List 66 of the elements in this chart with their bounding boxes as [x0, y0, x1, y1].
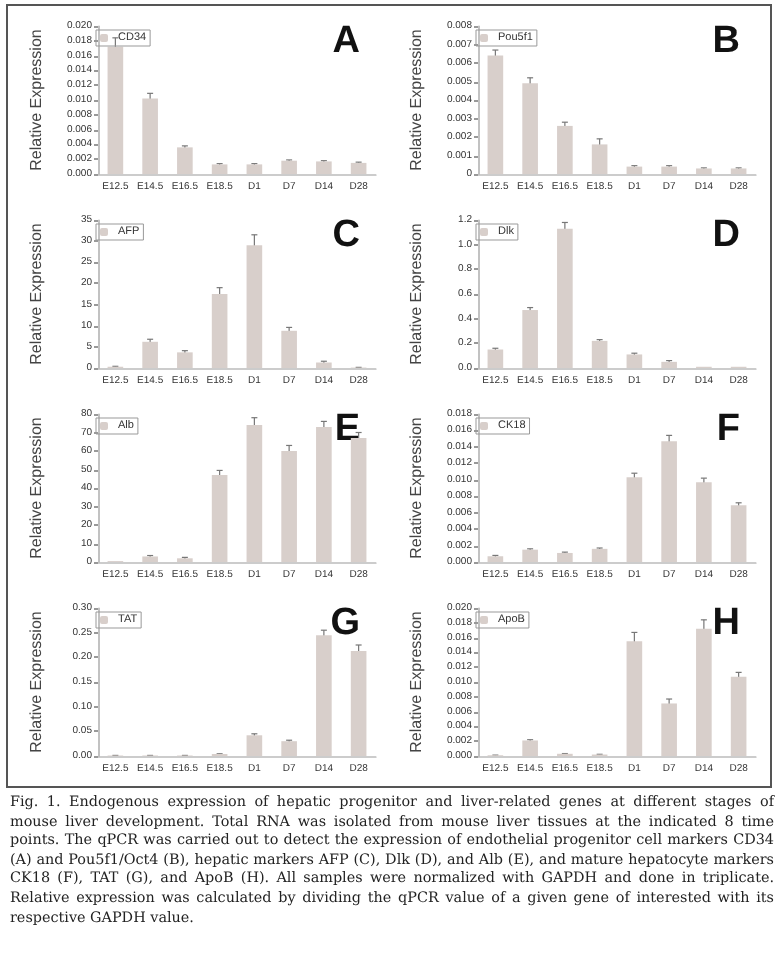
y-axis-title: Relative Expression: [407, 611, 425, 753]
bar: [626, 166, 643, 174]
bar: [626, 477, 643, 562]
annotation: A: [332, 20, 361, 62]
bar: [487, 55, 504, 174]
bar: [487, 349, 504, 368]
y-axis-title: Relative Expression: [27, 29, 45, 171]
bar: [177, 352, 193, 368]
bar: [487, 556, 504, 562]
annotation: H: [712, 602, 741, 644]
y-axis-title: Relative Expression: [27, 611, 45, 753]
y-axis-title: Relative Expression: [27, 223, 45, 365]
bar: [246, 164, 263, 174]
bar: [730, 505, 747, 562]
bar: [661, 703, 677, 756]
bar: [142, 341, 158, 368]
bar: [142, 98, 158, 174]
bar: [522, 549, 538, 562]
bar: [522, 310, 538, 368]
bar: [661, 441, 677, 562]
annotation: G: [330, 602, 360, 644]
bar: [661, 166, 677, 174]
bar: [107, 46, 124, 174]
bar: [246, 425, 263, 562]
bar: [316, 635, 332, 756]
bar: [316, 362, 332, 368]
bar: [350, 438, 367, 562]
annotation: C: [332, 214, 361, 256]
bar: [557, 552, 573, 562]
y-axis-title: Relative Expression: [407, 29, 425, 171]
bar: [142, 556, 158, 562]
bar: [350, 650, 367, 756]
bar: [246, 245, 263, 368]
bar: [730, 676, 747, 756]
bar: [591, 144, 608, 174]
bar: [626, 354, 643, 368]
bar: [626, 641, 643, 756]
bar: [211, 475, 228, 562]
bar: [211, 294, 228, 368]
bar: [350, 162, 367, 174]
bar: [281, 330, 297, 368]
y-axis-title: Relative Expression: [407, 223, 425, 365]
bar: [522, 740, 538, 756]
bar: [661, 361, 677, 368]
y-axis-title: Relative Expression: [407, 417, 425, 559]
bar: [246, 735, 263, 756]
bar: [177, 147, 193, 174]
bar: [281, 451, 297, 562]
annotation: D: [712, 214, 741, 256]
bar: [696, 168, 712, 174]
y-axis-title: Relative Expression: [27, 417, 45, 559]
bar: [316, 426, 332, 562]
bar: [522, 83, 538, 174]
bar: [211, 164, 228, 174]
bar: [696, 628, 712, 756]
bar: [281, 160, 297, 174]
bar: [591, 340, 608, 368]
bar: [591, 548, 608, 562]
bar: [316, 161, 332, 174]
bar: [557, 125, 573, 174]
bar: [730, 168, 747, 174]
bar: [281, 741, 297, 756]
bar: [557, 228, 573, 368]
annotation: F: [716, 408, 741, 450]
annotation: B: [712, 20, 741, 62]
bar: [696, 482, 712, 562]
